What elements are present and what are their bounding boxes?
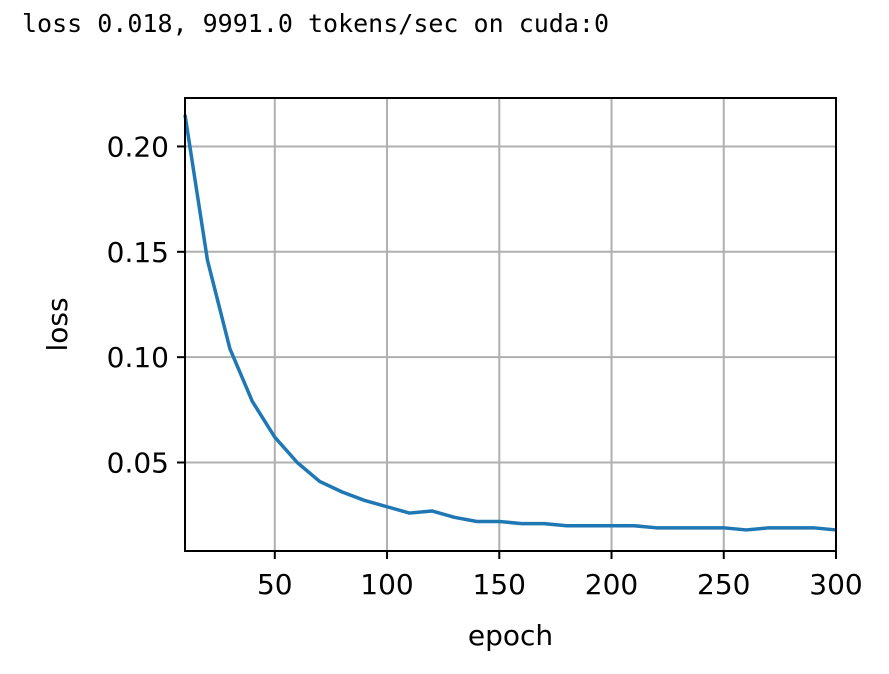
plot-area-frame <box>184 97 837 552</box>
loss-series-line <box>183 114 837 532</box>
grid-lines <box>185 98 837 551</box>
x-axis-ticks: 50 100 150 200 250 300 <box>257 551 863 601</box>
training-log-text: loss 0.018, 9991.0 tokens/sec on cuda:0 <box>22 9 609 38</box>
y-axis-ticks: 0.05 0.10 0.15 0.20 <box>107 130 185 480</box>
y-tick-label: 0.10 <box>107 341 169 374</box>
x-tick-label: 150 <box>473 568 526 601</box>
y-tick-label: 0.05 <box>107 447 169 480</box>
y-tick-label: 0.20 <box>107 130 169 163</box>
y-axis-label: loss <box>41 297 74 351</box>
x-tick-label: 200 <box>585 568 638 601</box>
x-tick-label: 300 <box>809 568 862 601</box>
x-tick-label: 250 <box>697 568 750 601</box>
y-tick-label: 0.15 <box>107 236 169 269</box>
x-axis-label: epoch <box>468 619 553 652</box>
x-tick-label: 50 <box>257 568 293 601</box>
x-tick-label: 100 <box>360 568 413 601</box>
